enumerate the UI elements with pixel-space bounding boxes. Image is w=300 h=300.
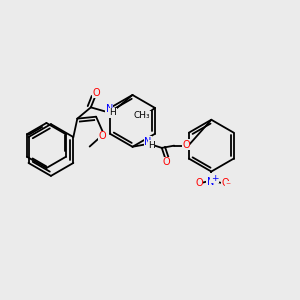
Text: N: N <box>106 104 113 114</box>
Text: N: N <box>144 137 152 147</box>
Text: O: O <box>195 178 203 188</box>
Text: N: N <box>206 177 214 187</box>
Text: H: H <box>110 109 116 118</box>
Text: O: O <box>99 131 106 141</box>
Text: +: + <box>211 174 218 183</box>
Text: CH₃: CH₃ <box>134 111 150 120</box>
Text: O: O <box>221 178 229 188</box>
Text: H: H <box>148 141 155 150</box>
Text: O: O <box>163 157 170 167</box>
Text: O: O <box>92 88 100 98</box>
Text: ⁻: ⁻ <box>226 181 231 191</box>
Text: O: O <box>182 140 190 149</box>
